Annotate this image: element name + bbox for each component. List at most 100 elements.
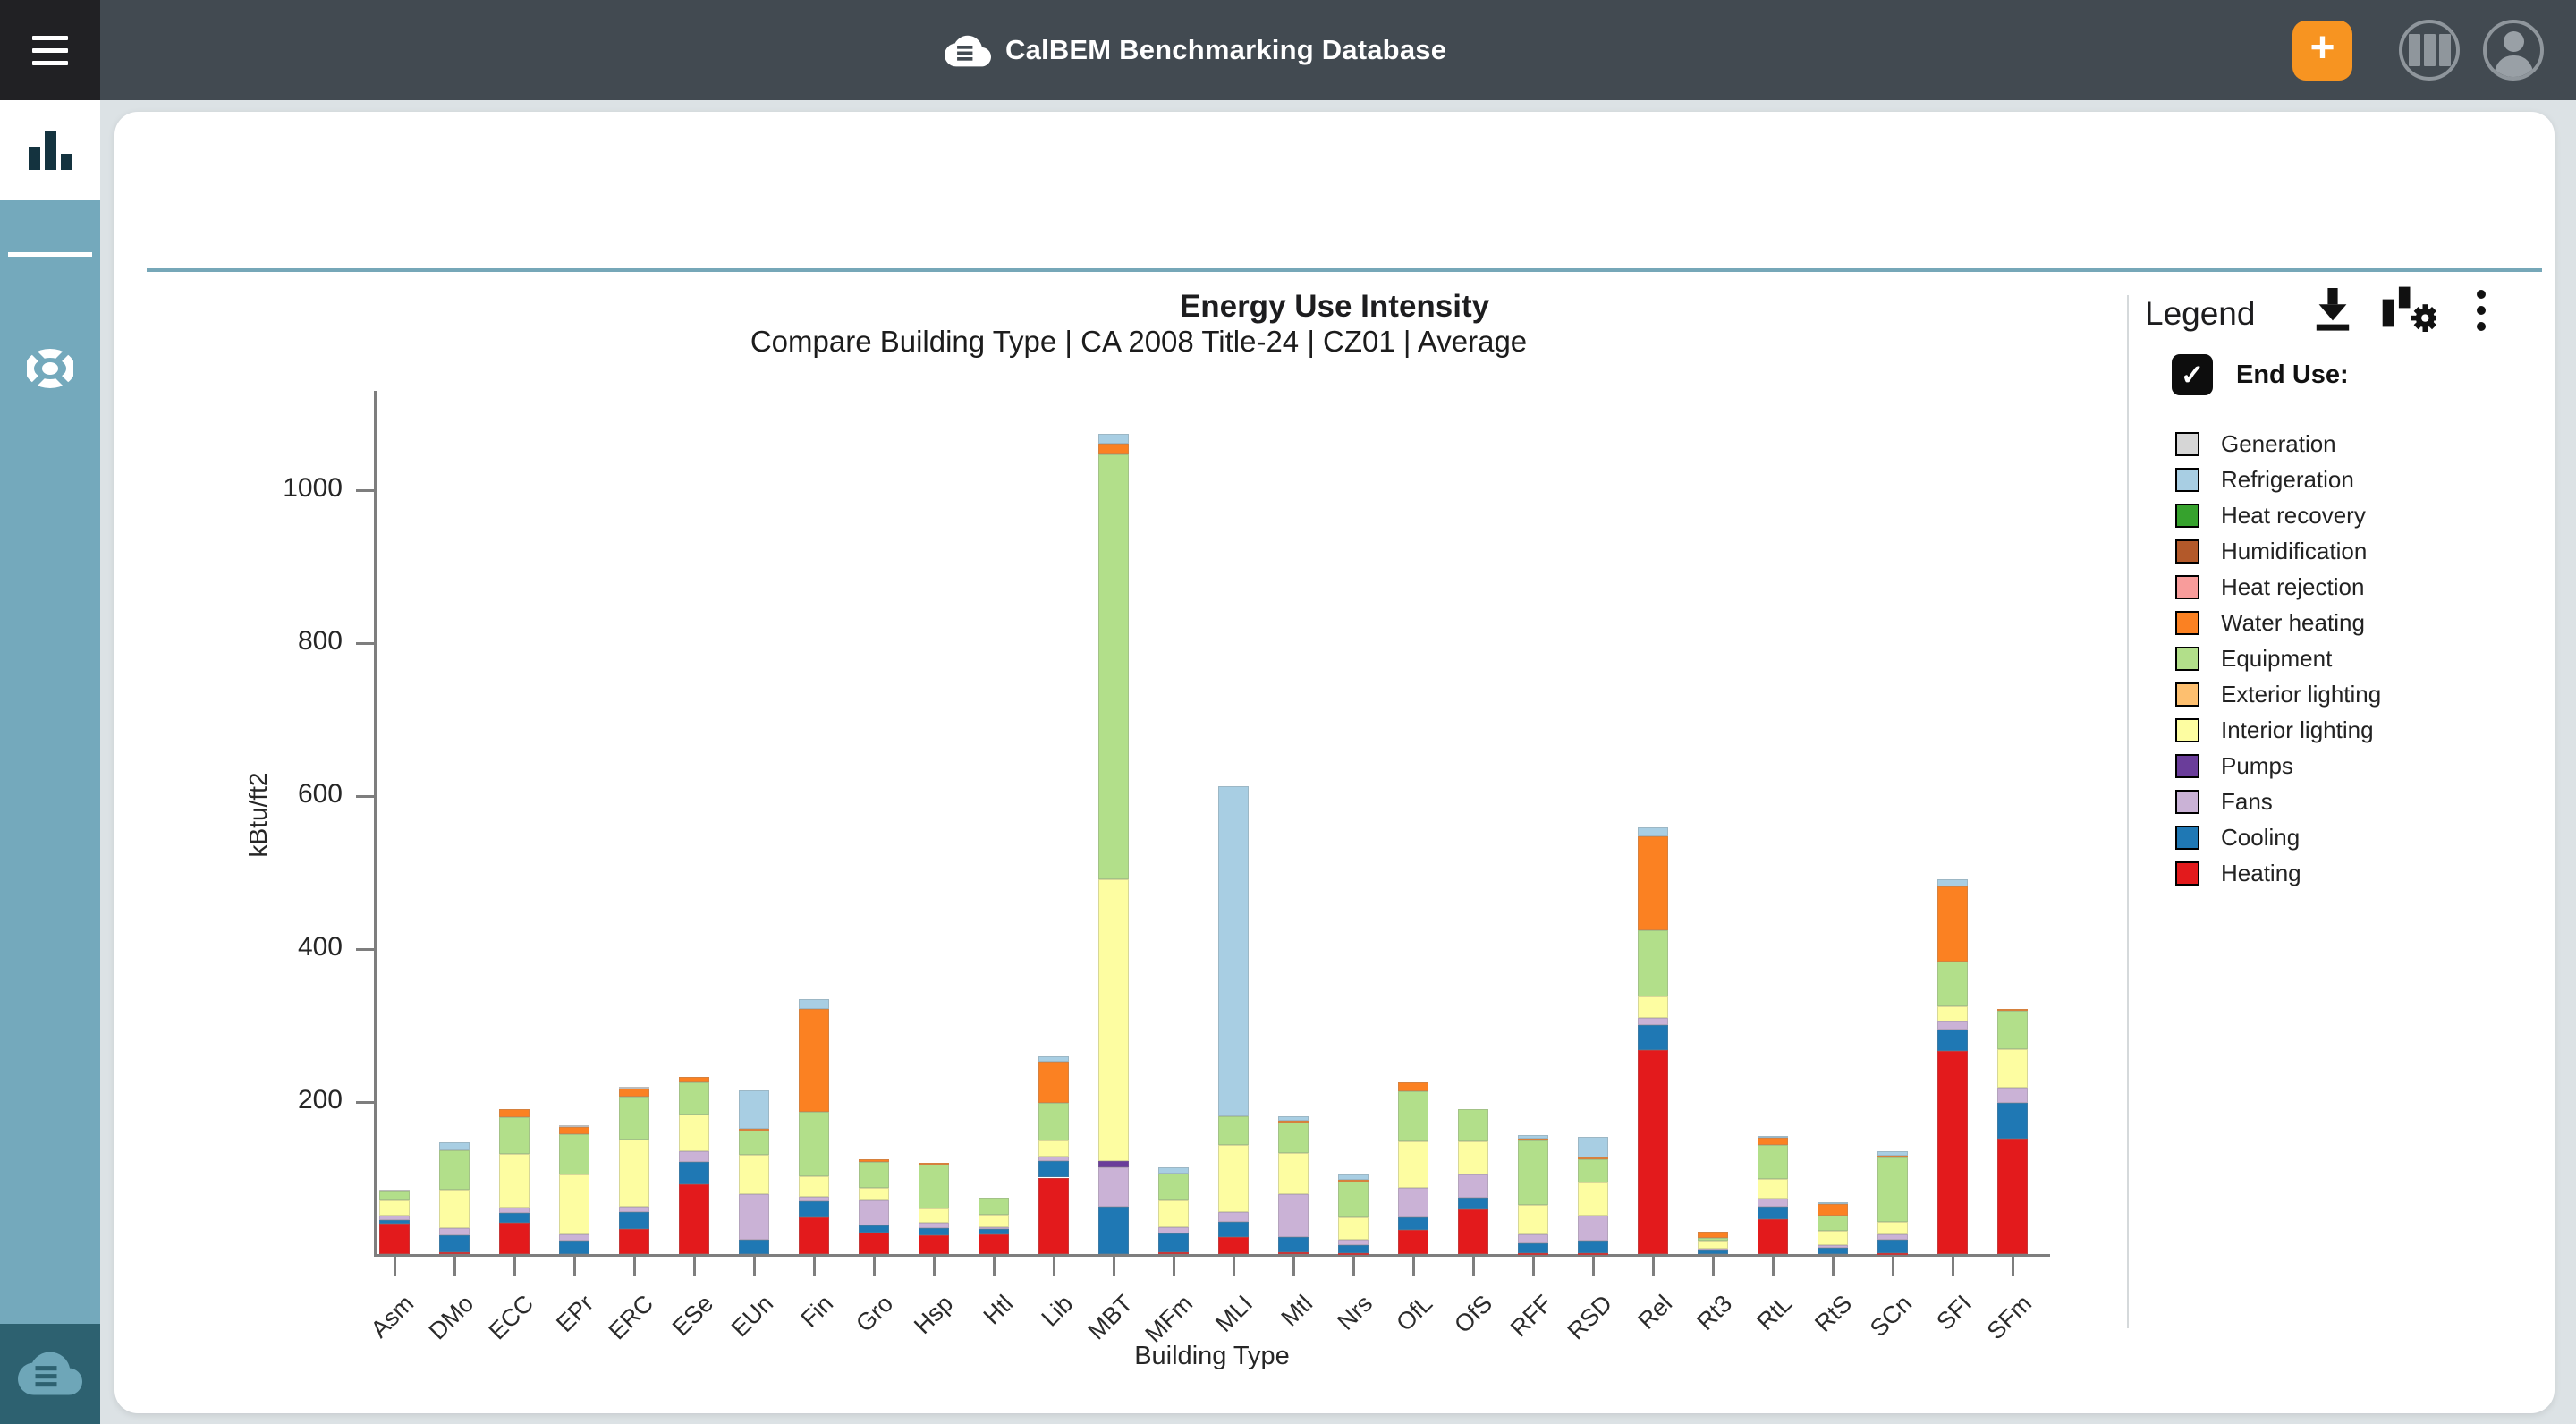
bar-segment[interactable] bbox=[1038, 1177, 1069, 1254]
bar-segment[interactable] bbox=[439, 1235, 470, 1253]
bar-segment[interactable] bbox=[439, 1227, 470, 1236]
bar-segment[interactable] bbox=[1698, 1232, 1728, 1239]
bar-segment[interactable] bbox=[499, 1153, 530, 1208]
bar-segment[interactable] bbox=[1158, 1252, 1189, 1255]
bar-segment[interactable] bbox=[679, 1161, 709, 1185]
legend-item-heat-rejection[interactable]: Heat rejection bbox=[2175, 569, 2538, 605]
bar-segment[interactable] bbox=[1758, 1136, 1788, 1139]
bar-segment[interactable] bbox=[979, 1197, 1009, 1216]
bar-segment[interactable] bbox=[1818, 1244, 1848, 1249]
bar-segment[interactable] bbox=[859, 1225, 889, 1233]
bar-segment[interactable] bbox=[1158, 1200, 1189, 1228]
bar-segment[interactable] bbox=[1098, 879, 1129, 1161]
bar-segment[interactable] bbox=[1098, 1166, 1129, 1207]
bar-segment[interactable] bbox=[1937, 1005, 1968, 1022]
legend-item-cooling[interactable]: Cooling bbox=[2175, 819, 2538, 855]
bar-segment[interactable] bbox=[799, 1111, 829, 1176]
bar-segment[interactable] bbox=[1877, 1222, 1908, 1234]
bar-segment[interactable] bbox=[1937, 1021, 1968, 1030]
bar-segment[interactable] bbox=[1398, 1082, 1428, 1091]
bar-segment[interactable] bbox=[739, 1154, 769, 1195]
bar-segment[interactable] bbox=[1278, 1122, 1309, 1154]
bar-segment[interactable] bbox=[919, 1208, 949, 1223]
bar-segment[interactable] bbox=[739, 1090, 769, 1129]
bar-segment[interactable] bbox=[679, 1082, 709, 1115]
bar-segment[interactable] bbox=[1818, 1231, 1848, 1245]
bar-segment[interactable] bbox=[1877, 1239, 1908, 1254]
bar-segment[interactable] bbox=[1398, 1229, 1428, 1254]
bar-segment[interactable] bbox=[979, 1228, 1009, 1234]
bar-segment[interactable] bbox=[1937, 1029, 1968, 1051]
bar-segment[interactable] bbox=[1578, 1157, 1608, 1160]
bar-segment[interactable] bbox=[1877, 1253, 1908, 1256]
sidebar-item-charts[interactable] bbox=[0, 100, 100, 200]
bar-segment[interactable] bbox=[1158, 1233, 1189, 1253]
bar-segment[interactable] bbox=[1398, 1090, 1428, 1142]
bar-segment[interactable] bbox=[1578, 1253, 1608, 1256]
bar-segment[interactable] bbox=[979, 1215, 1009, 1228]
bar-segment[interactable] bbox=[1758, 1199, 1788, 1207]
bar-segment[interactable] bbox=[1398, 1216, 1428, 1230]
bar-segment[interactable] bbox=[439, 1252, 470, 1255]
bar-segment[interactable] bbox=[1218, 1116, 1249, 1145]
bar-segment[interactable] bbox=[1338, 1239, 1368, 1245]
bar-segment[interactable] bbox=[1698, 1250, 1728, 1254]
bar-segment[interactable] bbox=[379, 1200, 410, 1216]
bar-segment[interactable] bbox=[739, 1130, 769, 1155]
bar-segment[interactable] bbox=[859, 1188, 889, 1201]
bar-segment[interactable] bbox=[559, 1133, 589, 1175]
bar-segment[interactable] bbox=[919, 1164, 949, 1208]
legend-item-humidification[interactable]: Humidification bbox=[2175, 533, 2538, 569]
legend-item-heating[interactable]: Heating bbox=[2175, 855, 2538, 891]
bar-segment[interactable] bbox=[1698, 1249, 1728, 1250]
bar-segment[interactable] bbox=[1877, 1151, 1908, 1156]
bar-segment[interactable] bbox=[379, 1190, 410, 1192]
bar-segment[interactable] bbox=[859, 1233, 889, 1254]
bar-segment[interactable] bbox=[1218, 1237, 1249, 1254]
bar-segment[interactable] bbox=[859, 1161, 889, 1189]
add-button[interactable]: + bbox=[2292, 21, 2352, 81]
bar-segment[interactable] bbox=[1758, 1206, 1788, 1219]
bar-segment[interactable] bbox=[1997, 1102, 2028, 1139]
bar-segment[interactable] bbox=[379, 1219, 410, 1224]
bar-segment[interactable] bbox=[1937, 879, 1968, 886]
bar-segment[interactable] bbox=[1997, 1138, 2028, 1254]
legend-item-pumps[interactable]: Pumps bbox=[2175, 748, 2538, 784]
bar-segment[interactable] bbox=[1338, 1180, 1368, 1182]
legend-item-water-heating[interactable]: Water heating bbox=[2175, 605, 2538, 640]
bar-segment[interactable] bbox=[1638, 996, 1668, 1018]
bar-segment[interactable] bbox=[1818, 1248, 1848, 1254]
sidebar-item-help[interactable] bbox=[0, 320, 100, 420]
bar-segment[interactable] bbox=[679, 1150, 709, 1162]
bar-segment[interactable] bbox=[1997, 1088, 2028, 1103]
bar-segment[interactable] bbox=[439, 1142, 470, 1150]
bar-segment[interactable] bbox=[1638, 1049, 1668, 1254]
bar-segment[interactable] bbox=[1937, 961, 1968, 1006]
bar-segment[interactable] bbox=[619, 1086, 649, 1089]
bar-segment[interactable] bbox=[379, 1216, 410, 1220]
bar-segment[interactable] bbox=[499, 1109, 530, 1117]
bar-segment[interactable] bbox=[1638, 1025, 1668, 1050]
bar-segment[interactable] bbox=[799, 1196, 829, 1201]
bar-segment[interactable] bbox=[1038, 1102, 1069, 1141]
bar-segment[interactable] bbox=[1098, 453, 1129, 880]
bar-segment[interactable] bbox=[919, 1163, 949, 1165]
bar-segment[interactable] bbox=[1278, 1121, 1309, 1123]
bar-segment[interactable] bbox=[919, 1222, 949, 1228]
bar-segment[interactable] bbox=[1398, 1187, 1428, 1217]
bar-segment[interactable] bbox=[1518, 1134, 1548, 1139]
bar-segment[interactable] bbox=[1038, 1160, 1069, 1178]
legend-item-equipment[interactable]: Equipment bbox=[2175, 640, 2538, 676]
more-options-icon[interactable] bbox=[2463, 284, 2499, 337]
bar-segment[interactable] bbox=[1218, 1144, 1249, 1212]
bar-segment[interactable] bbox=[1278, 1252, 1309, 1255]
bar-segment[interactable] bbox=[1638, 930, 1668, 996]
bar-segment[interactable] bbox=[1338, 1216, 1368, 1240]
bar-segment[interactable] bbox=[739, 1128, 769, 1131]
bar-segment[interactable] bbox=[1698, 1238, 1728, 1242]
bar-segment[interactable] bbox=[1997, 1008, 2028, 1012]
bar-segment[interactable] bbox=[1038, 1156, 1069, 1161]
account-button[interactable] bbox=[2483, 20, 2544, 81]
bar-segment[interactable] bbox=[619, 1211, 649, 1229]
bar-segment[interactable] bbox=[1338, 1181, 1368, 1217]
